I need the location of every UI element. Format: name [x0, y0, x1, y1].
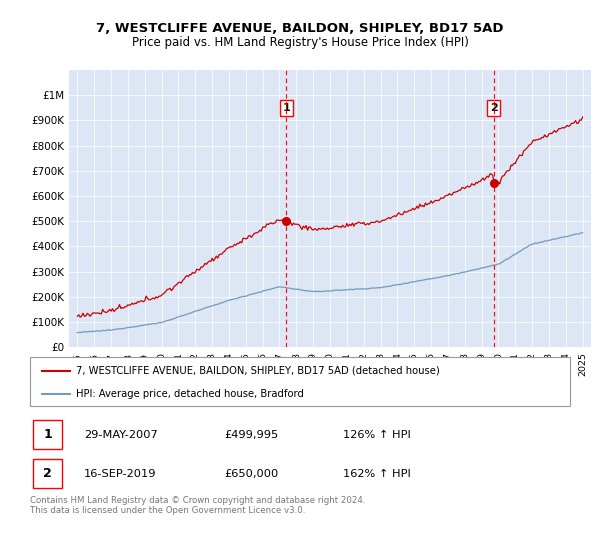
Text: 1: 1: [283, 103, 290, 113]
Text: 7, WESTCLIFFE AVENUE, BAILDON, SHIPLEY, BD17 5AD (detached house): 7, WESTCLIFFE AVENUE, BAILDON, SHIPLEY, …: [76, 366, 440, 376]
Text: HPI: Average price, detached house, Bradford: HPI: Average price, detached house, Brad…: [76, 389, 304, 399]
Text: 162% ↑ HPI: 162% ↑ HPI: [343, 469, 411, 479]
Text: 2: 2: [43, 467, 52, 480]
Text: 126% ↑ HPI: 126% ↑ HPI: [343, 430, 411, 440]
Text: £650,000: £650,000: [224, 469, 278, 479]
FancyBboxPatch shape: [33, 459, 62, 488]
Text: 2: 2: [490, 103, 497, 113]
FancyBboxPatch shape: [30, 357, 570, 406]
Text: Contains HM Land Registry data © Crown copyright and database right 2024.
This d: Contains HM Land Registry data © Crown c…: [30, 496, 365, 515]
Text: £499,995: £499,995: [224, 430, 278, 440]
Text: 29-MAY-2007: 29-MAY-2007: [84, 430, 158, 440]
Text: 7, WESTCLIFFE AVENUE, BAILDON, SHIPLEY, BD17 5AD: 7, WESTCLIFFE AVENUE, BAILDON, SHIPLEY, …: [96, 22, 504, 35]
Text: 16-SEP-2019: 16-SEP-2019: [84, 469, 157, 479]
Text: Price paid vs. HM Land Registry's House Price Index (HPI): Price paid vs. HM Land Registry's House …: [131, 36, 469, 49]
Text: 1: 1: [43, 428, 52, 441]
FancyBboxPatch shape: [33, 420, 62, 449]
